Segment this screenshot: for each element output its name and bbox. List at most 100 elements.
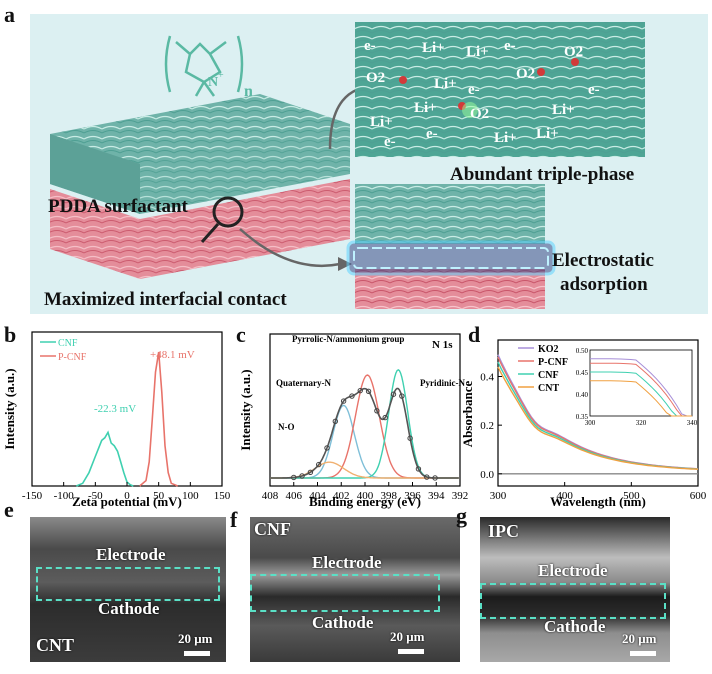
data-point [315, 461, 322, 468]
x-tick-label: 100 [182, 490, 199, 502]
species-electron: e- [504, 38, 516, 54]
x-tick-label: -50 [88, 490, 103, 502]
data-point [332, 418, 339, 425]
svg-text:+: + [218, 70, 224, 81]
component-peak [270, 404, 459, 479]
x-tick-label: 400 [357, 490, 374, 502]
pyrrolic-annotation: Pyrrolic-N/ammonium group [292, 334, 404, 344]
x-tick-label: 600 [690, 490, 707, 502]
inset-y-tick: 0.40 [576, 391, 589, 399]
inset-series-line [590, 362, 692, 417]
species-electron: e- [364, 38, 376, 54]
legend-ko2: KO2 [538, 344, 559, 355]
inset-series-line [590, 371, 692, 417]
y-tick-label: 0.4 [480, 372, 494, 384]
uv-inset: 300 320 340 0.35 0.40 0.45 0.50 [576, 347, 698, 427]
species-lithium: Li+ [536, 126, 559, 142]
pyridinic-annotation: Pyridinic-N [420, 378, 465, 388]
x-tick-label: -100 [54, 490, 75, 502]
panel-label-d: d [468, 322, 481, 347]
species-electron: e- [468, 82, 480, 98]
data-point [424, 474, 430, 480]
contact-label: Maximized interfacial contact [44, 289, 287, 310]
scale-bar-label: 20 μm [622, 631, 657, 646]
no-annotation: N-O [278, 422, 295, 432]
zeta-chart: -150 -100 -50 0 50 100 150 Zeta potential (mV)… [2, 331, 231, 509]
data-point [307, 469, 314, 476]
inset-x-tick: 300 [585, 419, 596, 427]
uv-ylabel: Absorbance [462, 381, 475, 448]
series-line [497, 366, 699, 470]
scale-bar [630, 651, 656, 656]
x-tick-label: 402 [333, 490, 350, 502]
species-lithium: Li+ [552, 102, 575, 118]
svg-text:N: N [208, 75, 218, 90]
uv-chart: 300 400 500 600 0.0 0.2 0.4 Wavelength (nm) Ab… [462, 339, 707, 509]
x-tick-label: 394 [428, 490, 445, 502]
data-point [390, 391, 397, 397]
x-tick-label: 396 [404, 490, 421, 502]
scale-bar [398, 649, 424, 654]
electrode-label: Electrode [312, 553, 382, 572]
cathode-label: Cathode [544, 617, 606, 636]
data-point [357, 387, 363, 394]
arrow-bottom [239, 228, 341, 268]
legend-pcnf: P-CNF [58, 352, 87, 363]
x-tick-label: -150 [22, 490, 43, 502]
zeta-legend: CNF P-CNF [40, 338, 87, 363]
data-point [365, 388, 372, 394]
xps-chart: 408 406 404 402 400 398 396 394 392 Binding ener… [238, 333, 469, 509]
inset-series-line [590, 380, 692, 417]
xps-xlabel: Binding energy (eV) [309, 494, 421, 509]
species-lithium: Li+ [434, 76, 457, 92]
x-tick-label: 150 [214, 490, 231, 502]
species-lithium: Li+ [414, 100, 437, 116]
electrostatic-block [346, 184, 556, 309]
interface-box [250, 574, 440, 612]
species-lithium: Li+ [422, 40, 445, 56]
electrode-label: Electrode [96, 545, 166, 564]
species-electron: e- [384, 134, 396, 150]
triple-phase-block [355, 22, 645, 157]
xps-ylabel: Intensity (a.u.) [238, 369, 253, 450]
y-tick-label: 0.2 [480, 420, 494, 432]
scale-bar-label: 20 μm [178, 631, 213, 646]
uv-axes [497, 339, 699, 487]
x-tick-label: 404 [309, 490, 326, 502]
panel-label-f: f [230, 507, 238, 532]
inset-y-tick: 0.50 [576, 347, 589, 355]
inset-y-tick: 0.35 [576, 413, 589, 421]
envelope-line [270, 387, 459, 479]
electrostatic-label: Electrostatic [552, 250, 654, 271]
cnf-layer-block [50, 94, 350, 214]
surfactant-label: PDDA surfactant [48, 196, 188, 217]
component-peak [270, 374, 459, 479]
sample-label: IPC [488, 521, 519, 541]
xps-title: N 1s [432, 339, 453, 351]
series-line-p-cnf [139, 351, 179, 487]
sem-image-ipc: IPC Electrode Cathode 20 μm [480, 517, 670, 662]
x-tick-label: 50 [153, 490, 165, 502]
zeta-ylabel: Intensity (a.u.) [2, 368, 17, 449]
x-tick-label: 406 [286, 490, 303, 502]
data-point [374, 408, 380, 414]
species-lithium: Li+ [466, 44, 489, 60]
species-lithium: Li+ [494, 130, 517, 146]
x-tick-label: 392 [452, 490, 469, 502]
inset-x-tick: 340 [687, 419, 698, 427]
species-oxygen: O2 [366, 70, 386, 86]
interface-box [36, 567, 220, 601]
species-oxygen: O2 [564, 44, 584, 60]
panel-label-c: c [236, 322, 246, 347]
data-point [324, 445, 330, 451]
scale-bar [184, 651, 210, 656]
zeta-xlabel: Zeta potential (mV) [72, 494, 182, 509]
panel-label-e: e [4, 497, 14, 522]
series-line-cnf [75, 430, 134, 487]
data-point [340, 398, 347, 404]
data-point [299, 473, 305, 479]
data-point [349, 393, 355, 399]
species-layer: e- Li+ Li+ e- O2 O2 Li+ O2 e- Li+ Li+ O2… [356, 22, 646, 157]
quaternary-annotation: Quaternary-N [276, 378, 331, 388]
pcnf-peak-label: +48.1 mV [150, 349, 195, 361]
